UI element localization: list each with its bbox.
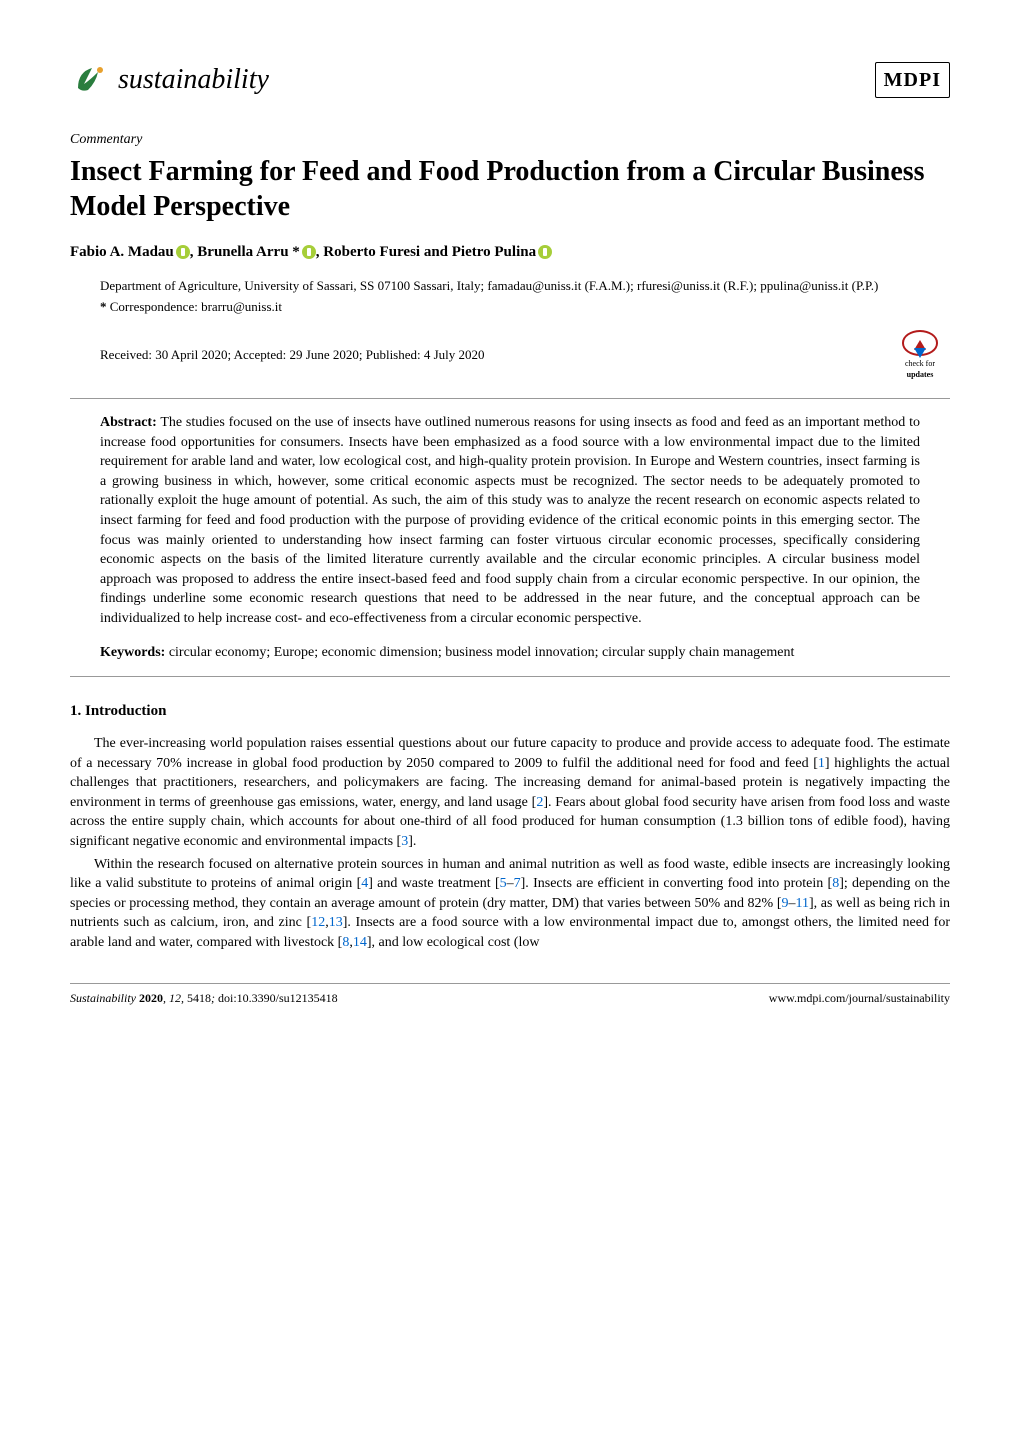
keywords-text: circular economy; Europe; economic dimen… [169, 645, 795, 660]
body-text: – [789, 896, 796, 911]
ref-link[interactable]: 13 [329, 915, 343, 930]
ref-link[interactable]: 11 [796, 896, 809, 911]
sustainability-leaf-icon [70, 60, 110, 100]
orcid-icon[interactable] [302, 245, 316, 259]
ref-link[interactable]: 5 [500, 876, 507, 891]
article-title: Insect Farming for Feed and Food Product… [70, 154, 950, 224]
footer-page: 5418 [187, 991, 211, 1005]
footer-citation: Sustainability 2020, 12, 5418; doi:10.33… [70, 990, 338, 1007]
body-text: ]. Insects are efficient in converting f… [521, 876, 833, 891]
keywords-label: Keywords: [100, 645, 165, 660]
section-heading-intro: 1. Introduction [70, 701, 950, 722]
footer-volume: 12 [169, 991, 181, 1005]
mdpi-logo: MDPI [875, 62, 950, 98]
ref-link[interactable]: 12 [311, 915, 325, 930]
dates-row: Received: 30 April 2020; Accepted: 29 Ju… [70, 330, 950, 380]
body-paragraph: Within the research focused on alternati… [70, 855, 950, 953]
publication-dates: Received: 30 April 2020; Accepted: 29 Ju… [100, 346, 485, 364]
correspondence-asterisk: * [100, 299, 107, 314]
abstract-text: The studies focused on the use of insect… [100, 415, 920, 626]
abstract-block: Abstract: The studies focused on the use… [70, 398, 950, 677]
footer-year: 2020 [139, 991, 163, 1005]
orcid-icon[interactable] [176, 245, 190, 259]
journal-url-link[interactable]: www.mdpi.com/journal/sustainability [769, 991, 950, 1005]
orcid-icon[interactable] [538, 245, 552, 259]
journal-brand: sustainability [70, 60, 269, 100]
correspondence: * Correspondence: brarru@uniss.it [70, 298, 950, 316]
author-3: Roberto Furesi and Pietro Pulina [323, 244, 536, 260]
header-row: sustainability MDPI [70, 60, 950, 100]
correspondence-text: Correspondence: brarru@uniss.it [110, 299, 282, 314]
check-updates-label1: check for [905, 358, 935, 369]
check-for-updates-badge[interactable]: check for updates [890, 330, 950, 380]
body-text: ] and waste treatment [ [368, 876, 499, 891]
footer-journal: Sustainability [70, 991, 136, 1005]
footer-row: Sustainability 2020, 12, 5418; doi:10.33… [70, 983, 950, 1007]
body-text: – [507, 876, 514, 891]
article-type: Commentary [70, 130, 950, 150]
body-paragraph: The ever-increasing world population rai… [70, 734, 950, 852]
abstract-paragraph: Abstract: The studies focused on the use… [100, 413, 920, 629]
check-updates-label2: updates [907, 369, 934, 380]
author-2: Brunella Arru * [197, 244, 300, 260]
authors-line: Fabio A. Madau, Brunella Arru *, Roberto… [70, 242, 950, 263]
footer-url[interactable]: www.mdpi.com/journal/sustainability [769, 990, 950, 1007]
ref-link[interactable]: 1 [818, 756, 825, 771]
ref-link[interactable]: 14 [353, 935, 367, 950]
abstract-label: Abstract: [100, 415, 157, 430]
affiliation: Department of Agriculture, University of… [70, 277, 950, 295]
journal-name: sustainability [118, 60, 269, 99]
ref-link[interactable]: 9 [782, 896, 789, 911]
check-updates-icon [902, 330, 938, 356]
footer-doi: doi:10.3390/su12135418 [218, 991, 338, 1005]
keywords-paragraph: Keywords: circular economy; Europe; econ… [100, 643, 920, 663]
body-text: ], and low ecological cost (low [367, 935, 540, 950]
author-1: Fabio A. Madau [70, 244, 174, 260]
ref-link[interactable]: 7 [514, 876, 521, 891]
body-text: ]. [408, 834, 416, 849]
